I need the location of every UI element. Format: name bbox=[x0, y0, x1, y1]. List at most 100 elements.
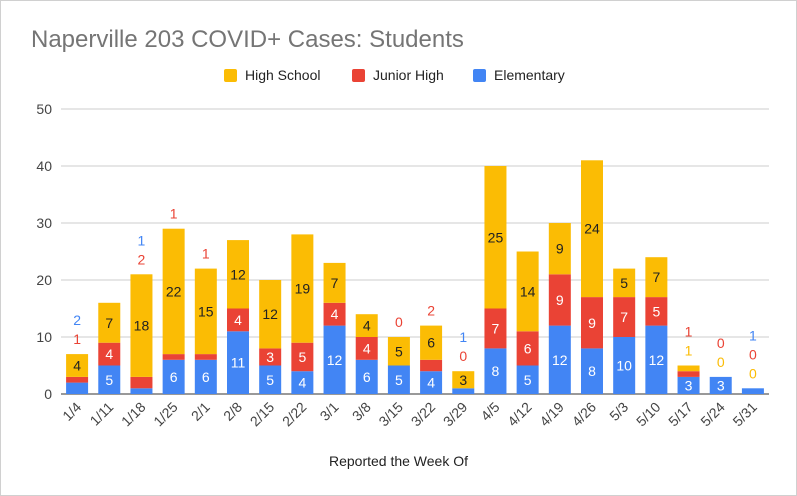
x-tick-label: 2/1 bbox=[188, 399, 213, 424]
y-tick-label: 40 bbox=[36, 158, 52, 174]
bar-elementary bbox=[194, 359, 217, 394]
x-tick-label: 2/8 bbox=[220, 399, 245, 424]
data-label: 6 bbox=[524, 340, 532, 356]
x-tick-label: 3/22 bbox=[408, 399, 439, 430]
data-label: 6 bbox=[363, 369, 371, 385]
data-label: 1 bbox=[73, 331, 81, 347]
data-label: 1 bbox=[685, 324, 693, 340]
bar-high-school bbox=[194, 268, 217, 355]
data-label: 5 bbox=[524, 372, 532, 388]
data-label: 9 bbox=[556, 292, 564, 308]
data-label: 4 bbox=[363, 318, 371, 334]
bar-junior-high bbox=[420, 359, 443, 372]
data-label: 8 bbox=[588, 363, 596, 379]
bar-elementary bbox=[709, 376, 732, 394]
data-label: 0 bbox=[749, 365, 757, 381]
bar-elementary bbox=[420, 371, 443, 394]
data-label: 4 bbox=[105, 346, 113, 362]
data-label: 12 bbox=[230, 266, 246, 282]
data-label: 12 bbox=[327, 352, 343, 368]
bar-high-school bbox=[66, 354, 89, 377]
data-label: 1 bbox=[138, 232, 146, 248]
bar-high-school bbox=[323, 262, 346, 303]
bar-high-school bbox=[98, 302, 121, 343]
bar-junior-high bbox=[194, 354, 217, 360]
bar-junior-high bbox=[130, 376, 153, 389]
x-tick-label: 4/26 bbox=[569, 399, 600, 430]
data-label: 6 bbox=[170, 369, 178, 385]
data-label: 9 bbox=[588, 315, 596, 331]
x-tick-label: 3/15 bbox=[375, 399, 406, 430]
bar-high-school bbox=[420, 325, 443, 360]
bar-elementary bbox=[452, 388, 475, 394]
bar-elementary bbox=[291, 371, 314, 394]
data-label: 1 bbox=[170, 206, 178, 222]
bar-junior-high bbox=[162, 354, 185, 360]
x-tick-label: 4/12 bbox=[504, 399, 535, 430]
data-label: 4 bbox=[298, 375, 306, 391]
x-tick-label: 1/25 bbox=[150, 399, 181, 430]
bar-high-school bbox=[548, 223, 571, 275]
bar-elementary bbox=[677, 376, 700, 394]
data-label: 7 bbox=[105, 315, 113, 331]
data-label: 0 bbox=[749, 346, 757, 362]
data-label: 4 bbox=[363, 340, 371, 356]
bar-junior-high bbox=[581, 297, 603, 349]
data-label: 4 bbox=[234, 312, 242, 328]
bar-high-school bbox=[484, 166, 507, 309]
y-tick-label: 20 bbox=[36, 272, 52, 288]
x-tick-label: 5/24 bbox=[697, 399, 728, 430]
bar-junior-high bbox=[516, 331, 539, 366]
data-label: 1 bbox=[459, 329, 467, 345]
data-label: 7 bbox=[652, 269, 660, 285]
bar-high-school bbox=[581, 160, 603, 298]
data-label: 5 bbox=[266, 372, 274, 388]
bar-elementary bbox=[581, 348, 603, 394]
data-label: 3 bbox=[266, 349, 274, 365]
data-label: 1 bbox=[749, 327, 757, 343]
bar-high-school bbox=[355, 314, 378, 337]
bar-elementary bbox=[130, 388, 153, 394]
data-label: 12 bbox=[552, 352, 568, 368]
bar-high-school bbox=[291, 234, 314, 343]
data-label: 5 bbox=[620, 275, 628, 291]
data-label: 5 bbox=[395, 372, 403, 388]
bar-junior-high bbox=[291, 342, 314, 372]
data-label: 0 bbox=[717, 354, 725, 370]
bar-elementary bbox=[355, 359, 378, 394]
bar-elementary bbox=[323, 325, 346, 394]
bar-elementary bbox=[741, 388, 764, 394]
y-tick-label: 10 bbox=[36, 329, 52, 345]
legend-swatch-elementary bbox=[473, 68, 486, 82]
data-label: 5 bbox=[298, 349, 306, 365]
bar-junior-high bbox=[98, 342, 121, 366]
x-tick-label: 4/19 bbox=[536, 399, 567, 430]
y-tick-label: 50 bbox=[36, 101, 52, 117]
data-label: 1 bbox=[685, 343, 693, 359]
data-label: 0 bbox=[717, 335, 725, 351]
bar-elementary bbox=[613, 337, 636, 394]
bar-junior-high bbox=[323, 302, 346, 326]
bar-high-school bbox=[162, 228, 185, 355]
bar-high-school bbox=[387, 337, 410, 366]
bar-elementary bbox=[645, 325, 668, 394]
bar-junior-high bbox=[227, 308, 249, 332]
x-tick-label: 3/8 bbox=[349, 399, 374, 424]
data-label: 3 bbox=[717, 377, 725, 393]
data-label: 1 bbox=[202, 246, 210, 262]
data-label: 7 bbox=[331, 275, 339, 291]
y-tick-label: 30 bbox=[36, 215, 52, 231]
bar-high-school bbox=[677, 365, 700, 372]
bar-high-school bbox=[259, 280, 282, 349]
data-label: 5 bbox=[105, 372, 113, 388]
data-label: 11 bbox=[231, 355, 246, 371]
bar-junior-high bbox=[484, 308, 507, 349]
data-label: 14 bbox=[520, 283, 536, 299]
bar-high-school bbox=[645, 257, 668, 298]
bar-junior-high bbox=[645, 297, 668, 326]
bar-junior-high bbox=[548, 274, 571, 326]
data-label: 10 bbox=[616, 358, 632, 374]
data-label: 3 bbox=[459, 372, 467, 388]
